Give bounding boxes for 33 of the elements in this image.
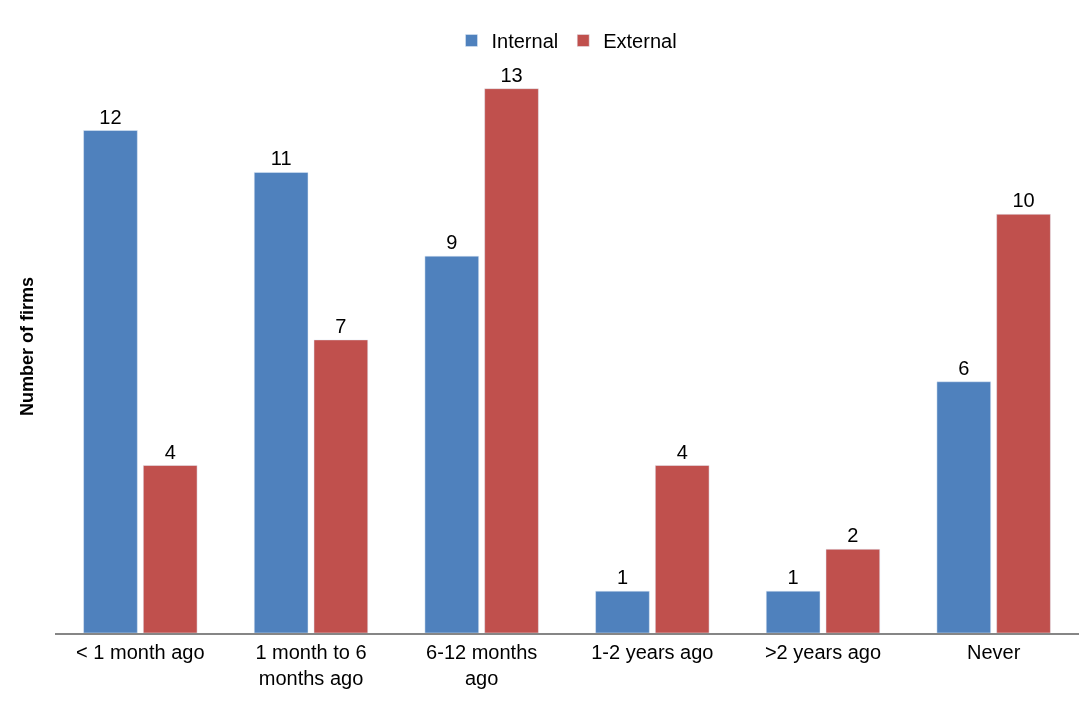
bar (313, 339, 368, 633)
x-tick-label: 1-2 years ago (591, 640, 714, 663)
data-label: 4 (676, 440, 688, 463)
x-tick-label: Never (966, 640, 1021, 663)
data-label: 6 (958, 356, 970, 379)
x-tick-label: 1 month to 6 months ago (255, 640, 367, 689)
bar (766, 590, 821, 633)
data-label: 11 (270, 147, 292, 170)
bar (936, 381, 991, 633)
data-label: 2 (847, 524, 859, 547)
data-label: 12 (99, 105, 122, 128)
bar (655, 465, 710, 633)
bar (595, 590, 650, 633)
data-label: 10 (1012, 189, 1035, 212)
legend-label: External (603, 30, 677, 53)
bar (83, 130, 138, 633)
data-label: 1 (616, 566, 629, 589)
x-tick-label: >2 years ago (764, 640, 882, 663)
data-label: 1 (787, 566, 799, 589)
x-tick-label: < 1 month ago (76, 640, 205, 663)
bar (825, 549, 880, 633)
x-tick-label: 6-12 months ago (426, 640, 538, 689)
bar (254, 172, 309, 633)
bar (424, 255, 479, 633)
bar (996, 214, 1051, 633)
bar (484, 88, 539, 633)
data-label: 9 (446, 231, 458, 254)
y-axis-title: Number of firms (17, 276, 38, 417)
data-label: 4 (164, 440, 176, 463)
bar (143, 465, 198, 633)
legend-label: Internal (491, 30, 559, 53)
data-label: 13 (500, 63, 523, 86)
data-label: 7 (335, 314, 347, 337)
